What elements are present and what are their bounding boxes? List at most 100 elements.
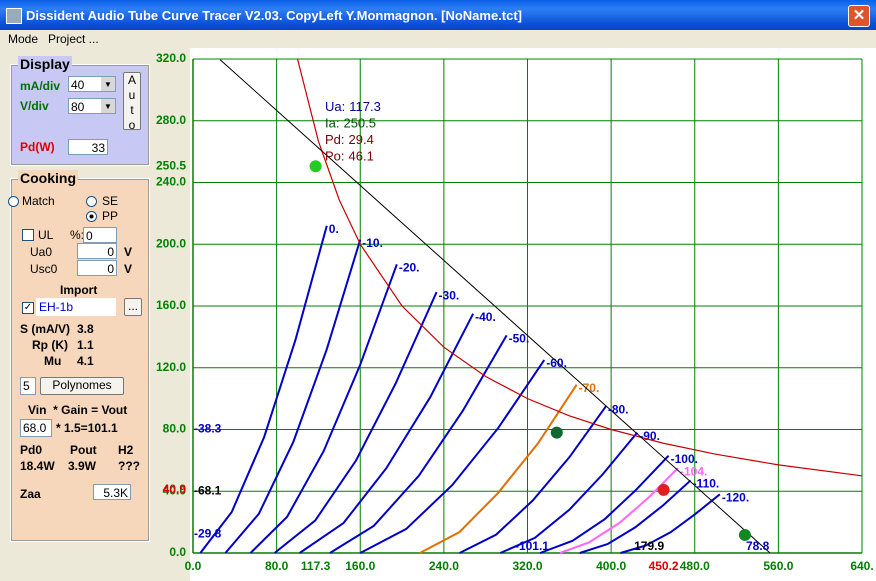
input[interactable]: 68.0	[20, 419, 52, 437]
close-button[interactable]: ✕	[848, 5, 870, 27]
plate-curve	[579, 479, 692, 554]
title-bar: Dissident Audio Tube Curve Tracer V2.03.…	[0, 0, 876, 30]
y-tick-label: 240.0	[156, 175, 186, 189]
label: SE	[102, 194, 119, 208]
curve-label: -50.	[509, 332, 530, 346]
group-legend: Cooking	[18, 170, 78, 186]
unit: V	[124, 262, 133, 276]
x-tick-label: 400.0	[596, 559, 626, 573]
y-tick-label: 0.0	[169, 545, 186, 559]
app-icon	[6, 8, 22, 24]
readout-line: Ia: 250.5	[325, 116, 376, 131]
input[interactable]: 5	[20, 377, 36, 395]
value: ???	[118, 459, 140, 473]
curve-label: -100.	[671, 452, 698, 466]
curve-label: -70.	[579, 381, 600, 395]
y-tick-label: 160.0	[156, 298, 186, 312]
curve-label: 0.	[329, 222, 339, 236]
browse-button[interactable]: ...	[124, 298, 142, 316]
radio-selected[interactable]	[86, 211, 97, 222]
plate-curve	[419, 384, 578, 554]
dropdown[interactable]: 40 ▼	[68, 76, 116, 92]
x-marker-label: 117.3	[301, 559, 331, 573]
y-tick-label: 320.0	[156, 51, 186, 65]
value: 1.1	[77, 338, 94, 352]
gain-text: * 1.5=101.1	[56, 421, 118, 435]
plate-curve	[499, 431, 639, 554]
x-tick-label: 0.0	[185, 559, 202, 573]
label: Rp (K)	[32, 338, 68, 352]
plate-curve	[199, 225, 328, 554]
x-tick-label: 320.0	[512, 559, 542, 573]
x-tick-label: 480.0	[680, 559, 710, 573]
curve-label: -110.	[693, 477, 720, 491]
bottom-note: 179.9	[634, 539, 664, 553]
bottom-note: -101.1	[515, 539, 549, 553]
plate-curve	[620, 493, 721, 554]
curve-label: -80.	[608, 403, 629, 417]
x-tick-label: 560.0	[763, 559, 793, 573]
y-marker-label: 250.5	[156, 158, 186, 172]
grid-voltage-note: -29.8	[194, 527, 222, 541]
label: S (mA/V)	[20, 322, 71, 336]
menu-item[interactable]: Mode	[8, 32, 39, 46]
input[interactable]: 33	[68, 139, 108, 155]
checkbox[interactable]	[22, 229, 34, 241]
dropdown-value: 80	[71, 100, 85, 114]
label: UL	[38, 228, 54, 242]
curve-label: -30.	[439, 288, 460, 302]
readout-line: Ua: 117.3	[325, 99, 381, 114]
x-tick-label: 240.0	[429, 559, 459, 573]
plate-curve	[329, 334, 508, 554]
curve-label: -10.	[362, 236, 383, 250]
label: PP	[102, 209, 119, 223]
value: 4.1	[77, 354, 94, 368]
label: Ua0	[30, 245, 53, 259]
auto-button[interactable]: Auto	[123, 72, 141, 133]
polynomes-button[interactable]: Polynomes	[40, 377, 124, 395]
label: Zaa	[20, 487, 41, 501]
plot-background	[190, 48, 876, 581]
readout-line: Pd: 29.4	[325, 132, 374, 147]
label: Pd0	[20, 443, 43, 457]
input[interactable]: EH-1b	[36, 298, 116, 316]
label: Match	[22, 194, 55, 208]
input[interactable]: 0	[83, 227, 117, 243]
value: 3.9W	[68, 459, 97, 473]
input[interactable]: 0	[77, 243, 117, 259]
x-tick-label: 80.0	[265, 559, 289, 573]
readout-label: Pd:	[325, 132, 345, 147]
value: 3.8	[77, 322, 94, 336]
radio[interactable]	[8, 196, 19, 207]
menu-bar: Mode Project ...	[0, 30, 876, 48]
readout-value: 250.5	[343, 116, 376, 131]
readout-value: 29.4	[349, 132, 374, 147]
label: V/div	[20, 99, 49, 113]
curve-label: -90.	[639, 429, 660, 443]
dropdown-value: 40	[71, 78, 85, 92]
dropdown[interactable]: 80 ▼	[68, 98, 116, 114]
x-tick-label: 160.0	[345, 559, 375, 573]
readout-label: Ua:	[325, 99, 345, 114]
plate-curve	[249, 263, 398, 554]
x-tick-label: 640.	[850, 559, 873, 573]
plate-curve	[459, 405, 607, 554]
plate-curve	[539, 455, 670, 554]
operating-point	[738, 528, 751, 541]
radio[interactable]	[86, 196, 97, 207]
operating-point	[309, 160, 322, 173]
input[interactable]: 0	[77, 260, 117, 276]
label: Import	[60, 283, 98, 297]
window-title: Dissident Audio Tube Curve Tracer V2.03.…	[26, 8, 523, 23]
curve-label: -104.	[680, 464, 707, 478]
load-line	[219, 59, 771, 554]
input[interactable]: 5.3K	[93, 484, 131, 500]
bottom-note: 78.8	[746, 539, 770, 553]
menu-item[interactable]: Project ...	[48, 32, 99, 46]
y-marker-label: 40.9	[163, 482, 187, 496]
y-tick-label: 40.0	[163, 483, 187, 497]
label: Usc0	[30, 262, 58, 276]
readout-line: Po: 46.1	[325, 149, 374, 164]
checkbox-checked[interactable]: ✓	[22, 302, 34, 314]
plate-curve	[359, 359, 546, 554]
